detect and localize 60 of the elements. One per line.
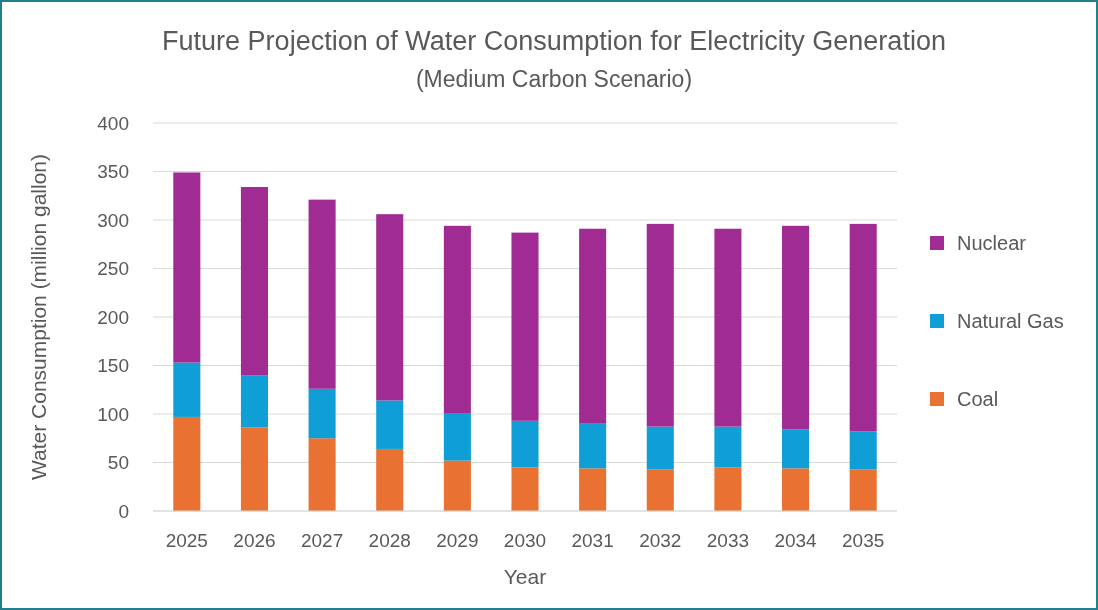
x-tick-label: 2035 bbox=[842, 530, 885, 551]
bar bbox=[646, 469, 674, 511]
y-tick-label: 350 bbox=[97, 161, 129, 183]
bar bbox=[511, 420, 539, 468]
x-axis-title: Year bbox=[503, 565, 547, 588]
bar bbox=[849, 431, 877, 470]
bar bbox=[443, 460, 471, 511]
chart-title: Future Projection of Water Consumption for Electricity Generation bbox=[162, 26, 946, 56]
bar bbox=[511, 232, 539, 421]
bar bbox=[443, 413, 471, 461]
bar bbox=[579, 468, 607, 511]
bar bbox=[376, 214, 404, 401]
bar bbox=[714, 426, 742, 468]
x-tick-label: 2025 bbox=[165, 530, 208, 551]
bar bbox=[579, 423, 607, 469]
x-tick-label: 2028 bbox=[368, 530, 411, 551]
x-tick-label: 2029 bbox=[436, 530, 479, 551]
bar bbox=[782, 429, 810, 469]
y-tick-label: 200 bbox=[97, 306, 129, 328]
bar bbox=[579, 228, 607, 424]
bar bbox=[173, 416, 201, 511]
bar bbox=[849, 223, 877, 432]
y-tick-label: 0 bbox=[118, 500, 129, 522]
bar bbox=[376, 448, 404, 511]
bar bbox=[240, 427, 268, 511]
x-tick-label: 2033 bbox=[706, 530, 750, 551]
y-tick-label: 250 bbox=[97, 258, 129, 280]
legend-label: Coal bbox=[957, 388, 999, 410]
x-tick-label: 2027 bbox=[300, 530, 344, 551]
x-tick-label: 2032 bbox=[639, 530, 682, 551]
bar bbox=[308, 388, 336, 439]
legend-label: Natural Gas bbox=[957, 310, 1064, 332]
bar bbox=[443, 225, 471, 414]
x-tick-label: 2031 bbox=[571, 530, 614, 551]
y-tick-label: 150 bbox=[97, 355, 129, 377]
legend-label: Nuclear bbox=[957, 232, 1027, 254]
bar bbox=[782, 468, 810, 511]
bar bbox=[511, 467, 539, 511]
x-tick-label: 2026 bbox=[233, 530, 276, 551]
bar bbox=[173, 362, 201, 417]
bar bbox=[714, 228, 742, 427]
x-tick-label: 2034 bbox=[774, 530, 818, 551]
y-tick-label: 50 bbox=[107, 452, 129, 474]
bar bbox=[173, 172, 201, 363]
bar bbox=[308, 438, 336, 511]
y-tick-label: 400 bbox=[97, 112, 129, 134]
bar bbox=[646, 426, 674, 470]
bar bbox=[308, 199, 336, 389]
bar bbox=[849, 469, 877, 511]
chart-subtitle: (Medium Carbon Scenario) bbox=[415, 66, 693, 92]
bar bbox=[240, 375, 268, 428]
y-tick-label: 100 bbox=[97, 403, 129, 425]
y-axis-title: Water Consumption (million gallon) bbox=[27, 153, 50, 481]
bar bbox=[240, 187, 268, 376]
bar bbox=[376, 400, 404, 449]
bar bbox=[646, 223, 674, 427]
bar bbox=[782, 225, 810, 430]
x-tick-label: 2030 bbox=[503, 530, 547, 551]
y-tick-label: 300 bbox=[97, 209, 129, 231]
bar bbox=[714, 467, 742, 511]
